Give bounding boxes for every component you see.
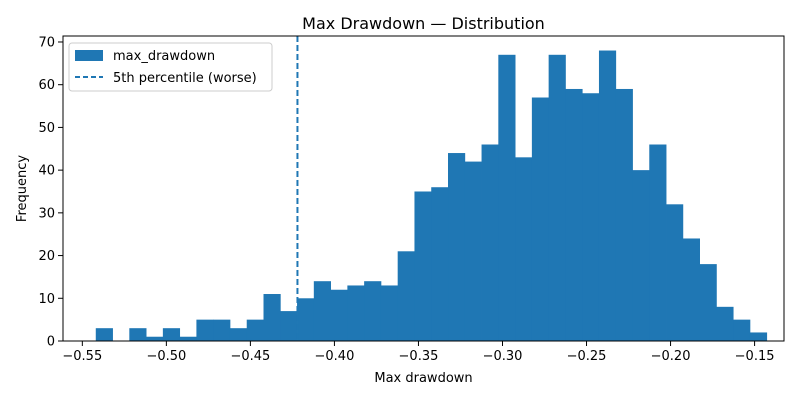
histogram-bar xyxy=(347,285,365,341)
x-tick-label: −0.30 xyxy=(483,349,523,364)
y-tick-label: 60 xyxy=(38,78,55,93)
histogram-bar xyxy=(280,311,298,341)
histogram-bar xyxy=(615,88,633,342)
x-tick-label: −0.45 xyxy=(230,349,270,364)
y-axis-label: Frequency xyxy=(15,155,30,222)
histogram-bar xyxy=(515,157,533,341)
x-axis-label: Max drawdown xyxy=(374,371,472,386)
histogram-bar xyxy=(682,238,700,341)
histogram-bar xyxy=(179,336,197,341)
legend-box xyxy=(68,42,273,92)
histogram-bar xyxy=(297,298,315,341)
histogram-bar xyxy=(582,93,600,341)
histogram-bar xyxy=(146,336,164,341)
x-tick-label: −0.50 xyxy=(146,349,186,364)
x-tick-label: −0.35 xyxy=(399,349,439,364)
histogram-bar xyxy=(531,97,550,341)
x-axis-ticks: −0.55 −0.50 −0.45 −0.40 −0.35 −0.30 −0.25 −0.20… xyxy=(62,341,775,364)
histogram-bar xyxy=(464,161,482,341)
y-axis-ticks: 0 10 20 30 40 50 60 70 xyxy=(38,35,63,350)
histogram-bar xyxy=(666,204,684,341)
x-tick-label: −0.15 xyxy=(735,349,775,364)
histogram-bar xyxy=(716,306,734,341)
bars-layer xyxy=(95,50,768,342)
x-tick-label: −0.25 xyxy=(567,349,607,364)
histogram-bar xyxy=(196,319,214,341)
legend-label-histogram: max_drawdown xyxy=(113,49,215,64)
histogram-bar xyxy=(649,144,667,341)
histogram-bar xyxy=(448,153,466,341)
histogram-bar xyxy=(498,54,516,341)
x-tick-label: −0.20 xyxy=(651,349,691,364)
legend-swatch-histogram xyxy=(75,50,103,61)
histogram-bar xyxy=(565,88,583,342)
legend: max_drawdown 5th percentile (worse) xyxy=(68,42,273,92)
histogram-bar xyxy=(632,170,650,341)
chart-title: Max Drawdown — Distribution xyxy=(302,14,545,33)
histogram-bar xyxy=(380,285,399,341)
histogram-bar xyxy=(229,328,248,341)
legend-label-percentile: 5th percentile (worse) xyxy=(113,71,257,86)
histogram-bar xyxy=(162,328,181,341)
histogram-bar xyxy=(598,50,617,342)
y-tick-label: 50 xyxy=(38,121,55,136)
histogram-bar xyxy=(749,332,768,341)
histogram-bar xyxy=(129,328,147,341)
x-tick-label: −0.55 xyxy=(62,349,102,364)
y-tick-label: 40 xyxy=(38,164,55,179)
histogram-bar xyxy=(431,187,449,341)
y-tick-label: 10 xyxy=(38,292,55,307)
histogram-bar xyxy=(699,264,717,341)
histogram-bar xyxy=(397,251,415,341)
histogram-bar xyxy=(548,54,566,341)
histogram-bar xyxy=(481,144,499,341)
histogram-bar xyxy=(213,319,231,341)
x-tick-label: −0.40 xyxy=(315,349,355,364)
histogram-bar xyxy=(95,328,113,341)
histogram-bar xyxy=(330,289,348,341)
histogram-bar xyxy=(733,319,751,341)
y-tick-label: 20 xyxy=(38,249,55,264)
histogram-bar xyxy=(414,191,432,341)
histogram-bar xyxy=(263,294,281,341)
y-tick-label: 70 xyxy=(38,35,55,50)
y-tick-label: 30 xyxy=(38,206,55,221)
histogram-bar xyxy=(246,319,264,341)
y-tick-label: 0 xyxy=(47,335,55,350)
histogram-bar xyxy=(364,281,382,341)
axes-frame xyxy=(62,35,785,342)
histogram-bar xyxy=(313,281,331,341)
